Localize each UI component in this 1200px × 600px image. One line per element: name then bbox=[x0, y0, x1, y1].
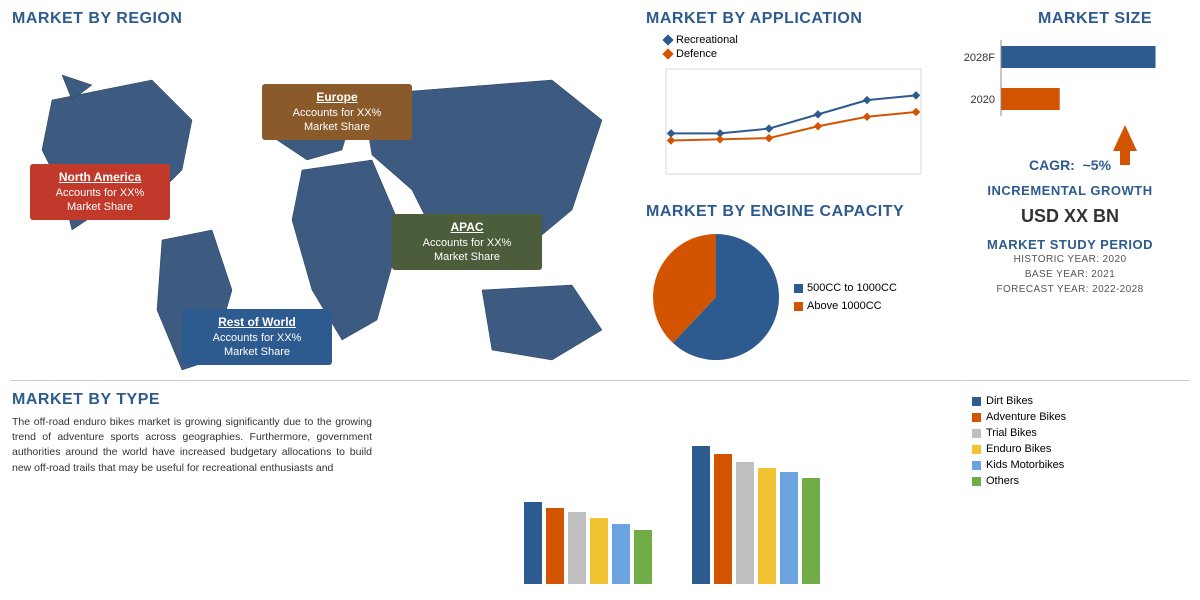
square-icon bbox=[972, 461, 981, 470]
market-by-application-panel: MARKET BY APPLICATION Recreational Defen… bbox=[640, 0, 940, 199]
forecast-year: FORECAST YEAR: 2022-2028 bbox=[948, 282, 1192, 297]
application-line-chart bbox=[646, 64, 926, 184]
legend-label: Others bbox=[986, 475, 1019, 487]
base-year: BASE YEAR: 2021 bbox=[948, 267, 1192, 282]
legend-item-recreational: Recreational bbox=[664, 34, 934, 46]
legend-item-500cc: 500CC to 1000CC bbox=[794, 282, 897, 294]
legend-label: Recreational bbox=[676, 34, 738, 46]
region-share-line2: Market Share bbox=[402, 250, 532, 264]
bar bbox=[546, 508, 564, 584]
region-share-line2: Market Share bbox=[272, 120, 402, 134]
legend-item: Others bbox=[972, 475, 1200, 487]
type-legend: Dirt Bikes Adventure Bikes Trial Bikes Endu… bbox=[972, 391, 1200, 590]
bar bbox=[736, 462, 754, 584]
square-icon bbox=[972, 413, 981, 422]
legend-label: Adventure Bikes bbox=[986, 411, 1066, 423]
legend-item: Dirt Bikes bbox=[972, 395, 1200, 407]
legend-label: Trial Bikes bbox=[986, 427, 1037, 439]
bar bbox=[714, 454, 732, 584]
historic-year: HISTORIC YEAR: 2020 bbox=[948, 252, 1192, 267]
legend-label: Kids Motorbikes bbox=[986, 459, 1064, 471]
bar bbox=[612, 524, 630, 584]
market-size-panel: MARKET SIZE 2028F 2020 CAGR: ~5% INCREMEN… bbox=[940, 0, 1200, 380]
engine-title: MARKET BY ENGINE CAPACITY bbox=[646, 203, 934, 221]
region-name: Europe bbox=[272, 90, 402, 106]
square-icon bbox=[972, 445, 981, 454]
study-title: MARKET STUDY PERIOD bbox=[948, 237, 1192, 252]
region-box-north-america: North America Accounts for XX% Market Sh… bbox=[30, 164, 170, 220]
region-share-line1: Accounts for XX% bbox=[40, 186, 160, 200]
market-by-region-panel: MARKET BY REGION North America Accounts … bbox=[0, 0, 640, 380]
market-by-type-panel: MARKET BY TYPE The off-road enduro bikes… bbox=[0, 381, 1200, 600]
size-hbar-chart: 2028F 2020 bbox=[955, 34, 1185, 124]
legend-label: Enduro Bikes bbox=[986, 443, 1051, 455]
region-name: North America bbox=[40, 170, 160, 186]
bar-group bbox=[692, 446, 820, 584]
type-title: MARKET BY TYPE bbox=[12, 391, 372, 409]
square-icon bbox=[972, 477, 981, 486]
region-share-line1: Accounts for XX% bbox=[272, 106, 402, 120]
region-share-line1: Accounts for XX% bbox=[192, 331, 322, 345]
bar bbox=[634, 530, 652, 584]
bar bbox=[802, 478, 820, 584]
world-map: North America Accounts for XX% Market Sh… bbox=[12, 34, 628, 374]
diamond-icon bbox=[662, 34, 673, 45]
application-title: MARKET BY APPLICATION bbox=[646, 10, 934, 28]
region-name: APAC bbox=[402, 220, 532, 236]
legend-item-defence: Defence bbox=[664, 48, 934, 60]
type-paragraph: The off-road enduro bikes market is grow… bbox=[12, 415, 372, 476]
bar bbox=[780, 472, 798, 584]
region-share-line2: Market Share bbox=[40, 200, 160, 214]
bar bbox=[758, 468, 776, 584]
legend-item: Adventure Bikes bbox=[972, 411, 1200, 423]
region-share-line2: Market Share bbox=[192, 345, 322, 359]
study-period-lines: HISTORIC YEAR: 2020 BASE YEAR: 2021 FORE… bbox=[948, 252, 1192, 297]
square-icon bbox=[972, 397, 981, 406]
legend-item-above1000cc: Above 1000CC bbox=[794, 300, 897, 312]
arrow-up-icon bbox=[1113, 125, 1137, 151]
legend-item: Trial Bikes bbox=[972, 427, 1200, 439]
region-name: Rest of World bbox=[192, 315, 322, 331]
type-bar-chart bbox=[372, 391, 972, 590]
legend-label: Defence bbox=[676, 48, 717, 60]
region-box-apac: APAC Accounts for XX% Market Share bbox=[392, 214, 542, 270]
bar bbox=[524, 502, 542, 584]
svg-text:2020: 2020 bbox=[971, 94, 995, 106]
incremental-title: INCREMENTAL GROWTH bbox=[948, 183, 1192, 198]
size-title: MARKET SIZE bbox=[948, 10, 1192, 28]
square-icon bbox=[972, 429, 981, 438]
region-share-line1: Accounts for XX% bbox=[402, 236, 532, 250]
bar bbox=[692, 446, 710, 584]
square-icon bbox=[794, 284, 803, 293]
application-legend: Recreational Defence bbox=[664, 34, 934, 60]
bar-group bbox=[524, 502, 652, 584]
diamond-icon bbox=[662, 48, 673, 59]
bar bbox=[568, 512, 586, 584]
engine-legend: 500CC to 1000CC Above 1000CC bbox=[794, 276, 897, 318]
region-box-europe: Europe Accounts for XX% Market Share bbox=[262, 84, 412, 140]
legend-item: Kids Motorbikes bbox=[972, 459, 1200, 471]
market-by-engine-panel: MARKET BY ENGINE CAPACITY 500CC to 1000C… bbox=[640, 199, 940, 371]
legend-label: Above 1000CC bbox=[807, 300, 882, 312]
bar bbox=[590, 518, 608, 584]
legend-label: 500CC to 1000CC bbox=[807, 282, 897, 294]
cagr-text: CAGR: ~5% bbox=[948, 157, 1192, 173]
square-icon bbox=[794, 302, 803, 311]
legend-label: Dirt Bikes bbox=[986, 395, 1033, 407]
middle-column: MARKET BY APPLICATION Recreational Defen… bbox=[640, 0, 940, 380]
engine-pie-chart bbox=[646, 227, 786, 367]
region-title: MARKET BY REGION bbox=[12, 10, 628, 28]
incremental-value: USD XX BN bbox=[948, 206, 1192, 227]
svg-text:2028F: 2028F bbox=[964, 52, 995, 64]
region-box-rest-of-world: Rest of World Accounts for XX% Market Sh… bbox=[182, 309, 332, 365]
legend-item: Enduro Bikes bbox=[972, 443, 1200, 455]
